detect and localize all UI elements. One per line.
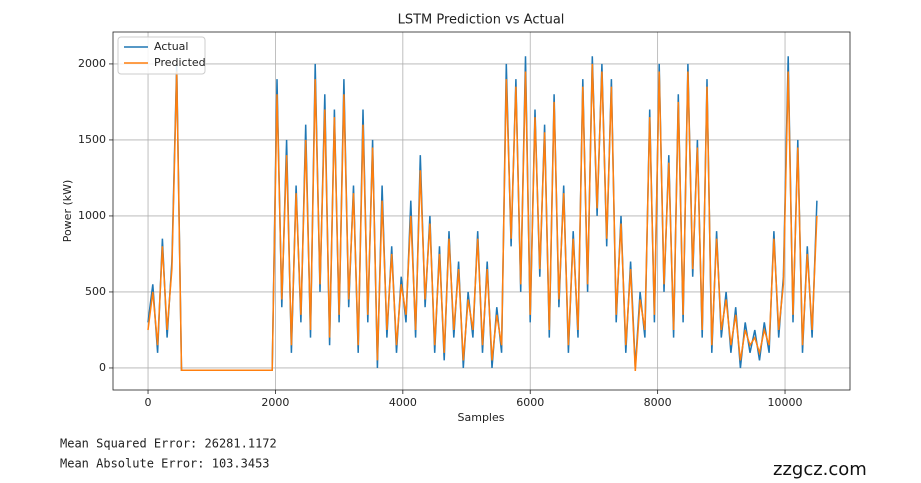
y-tick-label: 1500: [78, 133, 106, 146]
y-tick-label: 1000: [78, 209, 106, 222]
x-tick-label: 8000: [644, 396, 672, 409]
y-axis-label: Power (kW): [61, 180, 74, 243]
x-tick-label: 4000: [389, 396, 417, 409]
legend-label: Actual: [154, 40, 188, 53]
x-tick-label: 10000: [768, 396, 803, 409]
y-tick-label: 500: [85, 285, 106, 298]
plot-frame: [112, 31, 851, 391]
x-tick-label: 0: [145, 396, 152, 409]
y-tick-label: 2000: [78, 57, 106, 70]
watermark: zzgcz.com: [773, 459, 867, 480]
y-tick-label: 0: [99, 361, 106, 374]
x-tick-label: 2000: [261, 396, 289, 409]
output-line: Mean Absolute Error: 103.3453: [60, 457, 270, 471]
legend-label: Predicted: [154, 56, 206, 69]
x-axis-label: Samples: [458, 411, 505, 424]
x-tick-label: 6000: [516, 396, 544, 409]
data-line: [147, 63, 818, 372]
data-line: [147, 56, 818, 371]
output-line: Mean Squared Error: 26281.1172: [60, 437, 277, 451]
chart-title: LSTM Prediction vs Actual: [398, 13, 565, 28]
